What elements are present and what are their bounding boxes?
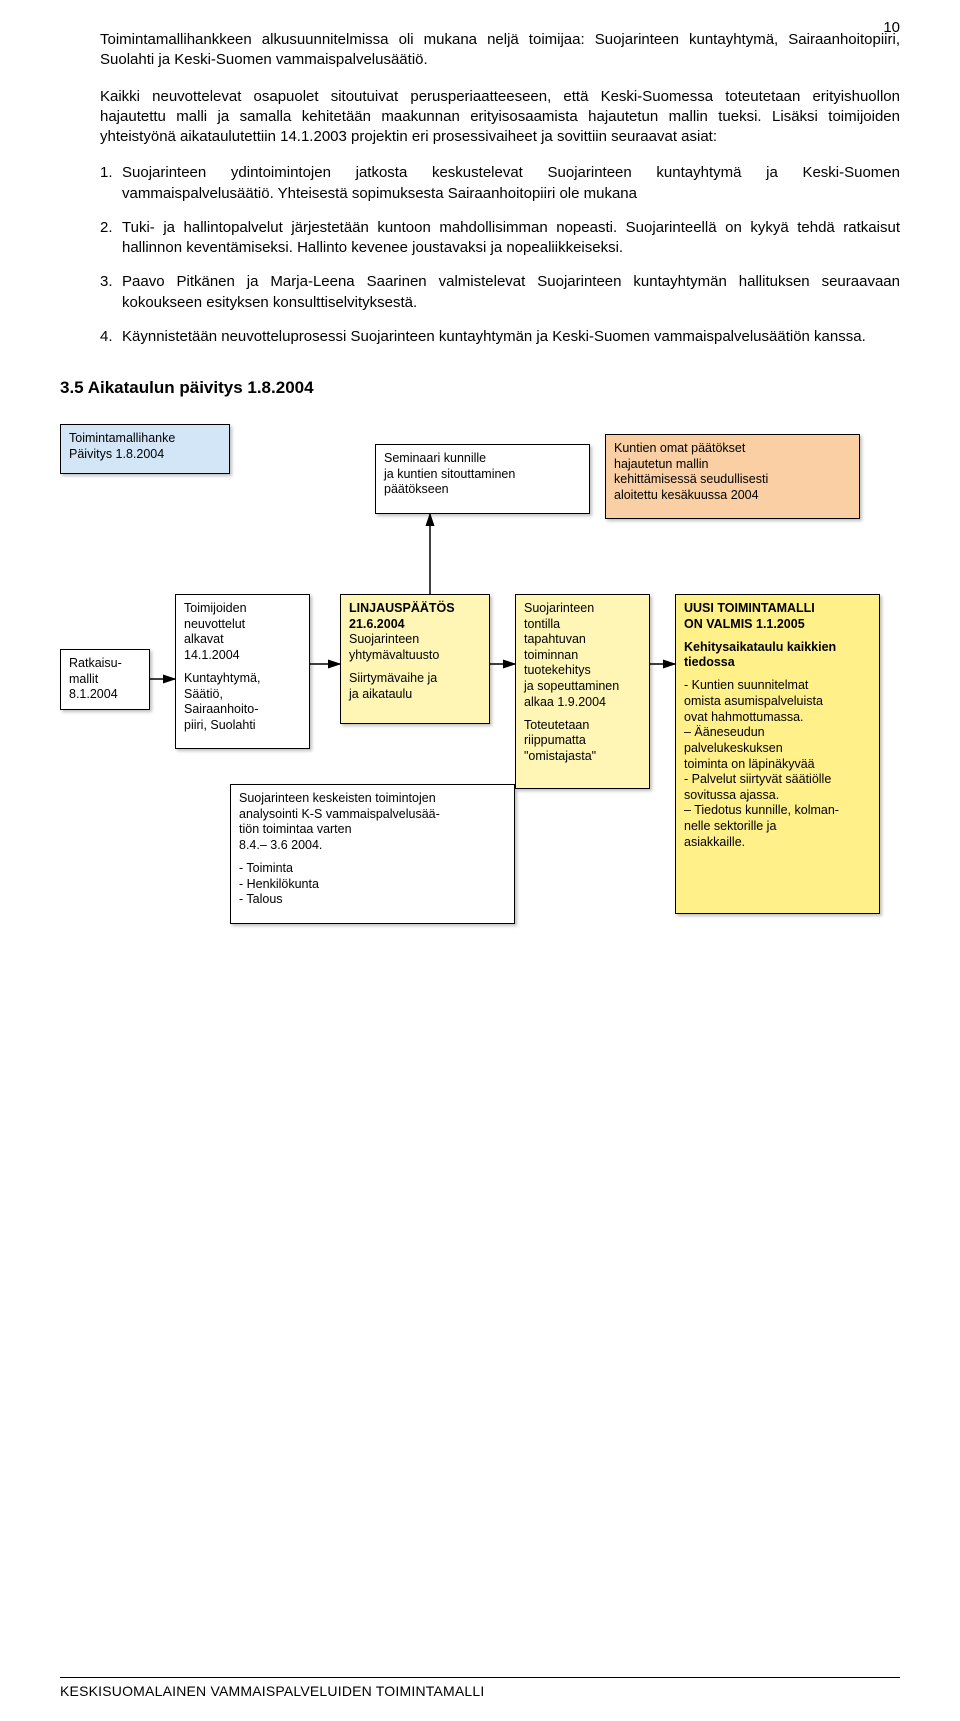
diagram-box-line: palvelukeskuksen [684,741,871,757]
diagram-box-line: Kuntien omat päätökset [614,441,851,457]
diagram-box-line: hajautetun mallin [614,457,851,473]
diagram-box-line: asiakkaille. [684,835,871,851]
diagram-box-line: tiedossa [684,655,871,671]
diagram-box-ratkaisu: Ratkaisu-mallit8.1.2004 [60,649,150,710]
diagram-box-line: ON VALMIS 1.1.2005 [684,617,871,633]
diagram-box-line: tapahtuvan [524,632,641,648]
diagram-box-line: ja kuntien sitouttaminen [384,467,581,483]
diagram-box-linjaus: LINJAUSPÄÄTÖS21.6.2004Suojarinteenyhtymä… [340,594,490,724]
diagram-box-line: aloitettu kesäkuussa 2004 [614,488,851,504]
footer-text: KESKISUOMALAINEN VAMMAISPALVELUIDEN TOIM… [60,1677,900,1701]
list-text: Käynnistetään neuvotteluprosessi Suojari… [122,327,900,347]
diagram-box-line: UUSI TOIMINTAMALLI [684,601,871,617]
diagram-box-line [239,853,506,861]
list-number: 1. [100,163,122,204]
diagram-box-line: 8.1.2004 [69,687,141,703]
list-number: 4. [100,327,122,347]
diagram-box-line: piiri, Suolahti [184,718,301,734]
diagram-box-line: päätökseen [384,482,581,498]
diagram-box-line: Suojarinteen keskeisten toimintojen [239,791,506,807]
list-item: 3. Paavo Pitkänen ja Marja-Leena Saarine… [100,272,900,313]
diagram-box-line: - Palvelut siirtyvät säätiölle [684,772,871,788]
diagram-box-line: - Kuntien suunnitelmat [684,678,871,694]
diagram-box-line: ja aikataulu [349,687,481,703]
list-text: Paavo Pitkänen ja Marja-Leena Saarinen v… [122,272,900,313]
diagram-box-line: toiminta on läpinäkyvää [684,757,871,773]
diagram-box-line [524,710,641,718]
diagram-box-line: sovitussa ajassa. [684,788,871,804]
diagram-box-line: Sairaanhoito- [184,702,301,718]
diagram-box-line: Seminaari kunnille [384,451,581,467]
diagram-box-line: – Ääneseudun [684,725,871,741]
diagram-box-line: mallit [69,672,141,688]
diagram-box-line: alkaa 1.9.2004 [524,695,641,711]
diagram-box-toimijat: Toimijoidenneuvottelutalkavat14.1.2004 K… [175,594,310,749]
diagram-box-line: Suojarinteen [524,601,641,617]
diagram-box-line: Toimintamallihanke [69,431,221,447]
diagram-box-line: Ratkaisu- [69,656,141,672]
page-number: 10 [883,18,900,38]
paragraph-2: Kaikki neuvottelevat osapuolet sitoutuiv… [100,87,900,148]
paragraph-1: Toimintamallihankkeen alkusuunnitelmissa… [100,30,900,71]
section-heading: 3.5 Aikataulun päivitys 1.8.2004 [60,377,900,400]
diagram-box-line: - Toiminta [239,861,506,877]
diagram-box-seminaari: Seminaari kunnilleja kuntien sitouttamin… [375,444,590,514]
diagram-box-analyysi: Suojarinteen keskeisten toimintojenanaly… [230,784,515,924]
list-text: Tuki- ja hallintopalvelut järjestetään k… [122,218,900,259]
diagram-box-line: - Talous [239,892,506,908]
diagram-box-line: – Tiedotus kunnille, kolman- [684,803,871,819]
list-number: 3. [100,272,122,313]
diagram-box-line: Toimijoiden [184,601,301,617]
diagram-box-line: 21.6.2004 [349,617,481,633]
diagram-box-line: Kehitysaikataulu kaikkien [684,640,871,656]
diagram-box-line: yhtymävaltuusto [349,648,481,664]
diagram-box-line: nelle sektorille ja [684,819,871,835]
diagram-box-line: tontilla [524,617,641,633]
diagram-box-line: "omistajasta" [524,749,641,765]
diagram-box-line [184,663,301,671]
diagram-box-line: neuvottelut [184,617,301,633]
diagram-box-line: Kuntayhtymä, [184,671,301,687]
diagram-box-line [349,663,481,671]
diagram-box-line: toiminnan [524,648,641,664]
diagram-box-kuntien: Kuntien omat päätöksethajautetun mallink… [605,434,860,519]
list-text: Suojarinteen ydintoimintojen jatkosta ke… [122,163,900,204]
list-item: 1. Suojarinteen ydintoimintojen jatkosta… [100,163,900,204]
diagram-box-line: ja sopeuttaminen [524,679,641,695]
diagram-box-line [684,632,871,640]
diagram-box-line: riippumatta [524,733,641,749]
diagram-box-line: - Henkilökunta [239,877,506,893]
diagram-box-line: ovat hahmottumassa. [684,710,871,726]
list-item: 4. Käynnistetään neuvotteluprosessi Suoj… [100,327,900,347]
diagram-box-uusi: UUSI TOIMINTAMALLION VALMIS 1.1.2005 Keh… [675,594,880,914]
diagram-box-tontilla: Suojarinteentontillatapahtuvantoiminnant… [515,594,650,789]
diagram-box-line: analysointi K-S vammaispalvelusää- [239,807,506,823]
diagram-box-line: Siirtymävaihe ja [349,671,481,687]
list-number: 2. [100,218,122,259]
diagram-box-line: LINJAUSPÄÄTÖS [349,601,481,617]
diagram-box-line: alkavat [184,632,301,648]
diagram-box-line: kehittämisessä seudullisesti [614,472,851,488]
numbered-list: 1. Suojarinteen ydintoimintojen jatkosta… [100,163,900,347]
diagram-box-line [684,671,871,679]
diagram-box-hanke: ToimintamallihankePäivitys 1.8.2004 [60,424,230,474]
diagram-box-line: Säätiö, [184,687,301,703]
flowchart-diagram: ToimintamallihankePäivitys 1.8.2004 Semin… [60,424,880,1064]
diagram-box-line: tiön toimintaa varten [239,822,506,838]
diagram-box-line: tuotekehitys [524,663,641,679]
diagram-box-line: 14.1.2004 [184,648,301,664]
diagram-box-line: 8.4.– 3.6 2004. [239,838,506,854]
diagram-box-line: omista asumispalveluista [684,694,871,710]
list-item: 2. Tuki- ja hallintopalvelut järjestetää… [100,218,900,259]
diagram-box-line: Suojarinteen [349,632,481,648]
diagram-box-line: Toteutetaan [524,718,641,734]
diagram-box-line: Päivitys 1.8.2004 [69,447,221,463]
